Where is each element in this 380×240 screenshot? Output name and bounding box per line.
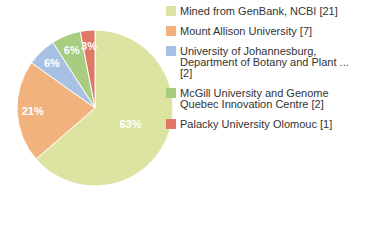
legend-label: Mined from GenBank, NCBI [21] <box>180 5 338 17</box>
chart: 63%21%6%6%3%Mined from GenBank, NCBI [21… <box>0 0 380 240</box>
legend-swatch <box>166 88 176 98</box>
legend-swatch <box>166 26 176 36</box>
data-label: 63% <box>119 118 141 130</box>
slices <box>17 30 173 186</box>
legend: Mined from GenBank, NCBI [21] Mount Allis… <box>166 5 349 130</box>
legend-swatch <box>166 119 176 129</box>
chart-container: 63%21%6%6%3%Mined from GenBank, NCBI [21… <box>0 0 380 240</box>
data-label: 21% <box>22 105 44 117</box>
legend-label: Mount Allison University [7] <box>180 25 312 37</box>
data-labels: 63%21%6%6%3% <box>22 40 142 130</box>
legend-swatch <box>166 6 176 16</box>
legend-label: Palacky University Olomouc [1] <box>180 118 332 130</box>
data-label: 6% <box>64 44 80 56</box>
legend-label: University of Johannesburg,Department of… <box>180 45 349 79</box>
data-label: 6% <box>44 57 60 69</box>
legend-swatch <box>166 46 176 56</box>
data-label: 3% <box>81 40 97 52</box>
legend-label: McGill University and GenomeQuebec Innov… <box>180 87 329 110</box>
